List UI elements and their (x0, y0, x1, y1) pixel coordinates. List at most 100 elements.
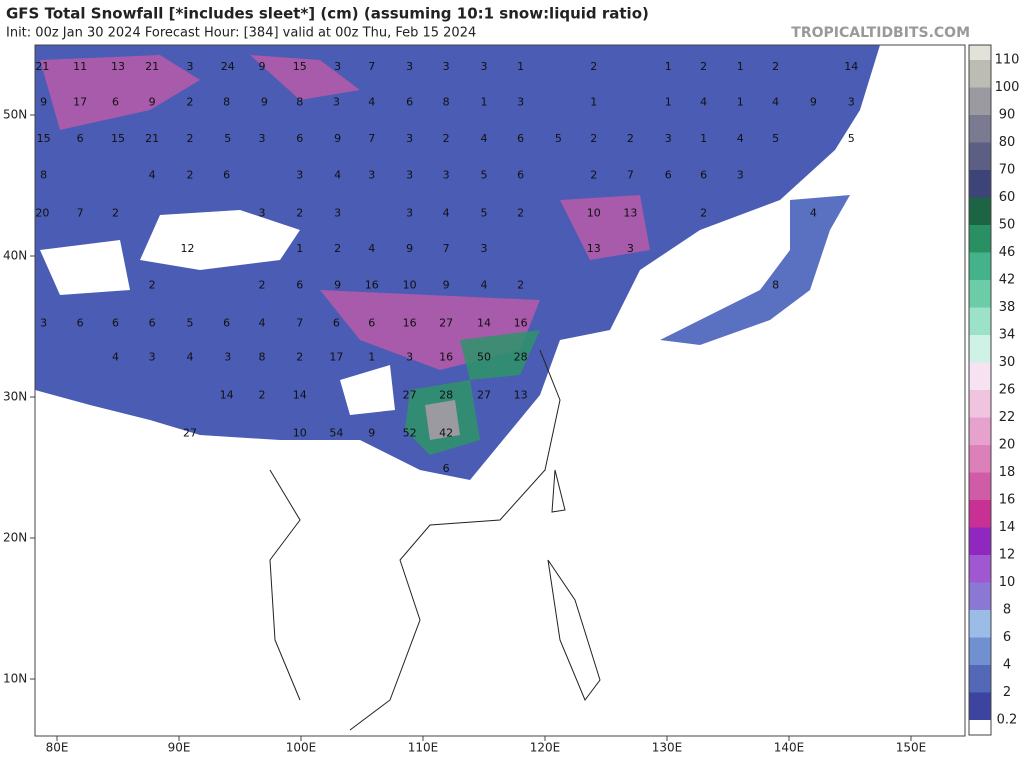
snow-value: 1 (737, 60, 744, 73)
snow-value: 3 (481, 242, 488, 255)
map: 21 11 13 21 3 24 9 15 3 7 3 3 3 1 2 1 2 1 2 149 17 6 9 2 8 9 8 3 4 6 8… (35, 45, 965, 736)
lat-label: 30N (3, 390, 27, 404)
colorbar-label: 34 (999, 328, 1016, 343)
snow-value: 9 (334, 279, 341, 292)
colorbar-label: 6 (1003, 630, 1011, 645)
colorbar-label: 4 (1003, 658, 1011, 673)
colorbar-segment (969, 142, 991, 170)
snow-value: 2 (186, 132, 193, 145)
colorbar-label: 0.2 (997, 713, 1018, 728)
snow-value: 3 (334, 60, 341, 73)
colorbar-label: 42 (999, 273, 1016, 288)
snow-value: 4 (334, 169, 341, 182)
snow-value: 16 (439, 351, 453, 364)
snow-value: 15 (111, 132, 125, 145)
snow-value: 1 (737, 95, 744, 108)
snow-value: 2 (258, 389, 265, 402)
colorbar-label: 10 (999, 575, 1016, 590)
snow-value: 4 (368, 95, 375, 108)
colorbar-label: 26 (999, 383, 1016, 398)
snow-value: 3 (333, 95, 340, 108)
snow-value: 5 (481, 169, 488, 182)
snow-value: 6 (700, 169, 707, 182)
snow-value: 16 (403, 317, 417, 330)
colorbar-label: 70 (999, 163, 1016, 178)
snow-value: 5 (481, 207, 488, 220)
snow-value: 21 (35, 60, 49, 73)
snow-value: 9 (406, 242, 413, 255)
snow-value: 28 (439, 389, 453, 402)
snow-value: 13 (623, 207, 637, 220)
snow-value: 2 (258, 279, 265, 292)
colorbar-segment (969, 280, 991, 308)
snow-value: 9 (810, 95, 817, 108)
colorbar-segment (969, 362, 991, 390)
snow-value: 3 (368, 169, 375, 182)
snow-value: 8 (772, 279, 779, 292)
snow-value: 3 (334, 207, 341, 220)
snow-value: 50 (477, 351, 491, 364)
snow-value: 9 (149, 95, 156, 108)
snow-value: 2 (700, 207, 707, 220)
snow-value: 2 (627, 132, 634, 145)
snow-value: 6 (77, 317, 84, 330)
colorbar-segment (969, 252, 991, 280)
snow-value: 13 (514, 389, 528, 402)
snow-value: 5 (224, 132, 231, 145)
snow-value: 9 (443, 279, 450, 292)
snow-value: 2 (517, 279, 524, 292)
snow-value: 6 (517, 132, 524, 145)
snow-value: 6 (77, 132, 84, 145)
colorbar-label: 8 (1003, 603, 1011, 618)
colorbar-label: 110 (995, 53, 1020, 68)
snow-value: 3 (665, 132, 672, 145)
snow-value: 3 (517, 95, 524, 108)
snow-value: 27 (403, 389, 417, 402)
snow-value: 4 (443, 207, 450, 220)
snow-value: 3 (296, 169, 303, 182)
snow-value: 8 (258, 351, 265, 364)
snow-value: 17 (329, 351, 343, 364)
snow-value: 4 (186, 351, 193, 364)
colorbar-label: 16 (999, 493, 1016, 508)
lon-label: 150E (896, 741, 927, 755)
snow-value: 9 (40, 95, 47, 108)
snow-value: 16 (365, 279, 379, 292)
snow-value: 14 (844, 60, 858, 73)
colorbar-label: 14 (999, 520, 1016, 535)
colorbar-segment (969, 637, 991, 665)
snow-value: 14 (477, 317, 491, 330)
snow-value: 2 (186, 95, 193, 108)
snow-value: 3 (443, 169, 450, 182)
colorbar-label: 50 (999, 218, 1016, 233)
snow-value: 6 (223, 317, 230, 330)
snow-value: 10 (293, 427, 307, 440)
snow-value: 7 (77, 207, 84, 220)
snow-value: 13 (111, 60, 125, 73)
colorbar-segment (969, 45, 991, 60)
colorbar-segment (969, 307, 991, 335)
snow-value: 7 (368, 60, 375, 73)
snow-value: 6 (443, 462, 450, 475)
colorbar-label: 38 (999, 300, 1016, 315)
snow-value: 9 (258, 60, 265, 73)
colorbar-label: 80 (999, 135, 1016, 150)
colorbar-label: 100 (995, 80, 1020, 95)
snow-value: 4 (149, 169, 156, 182)
snow-value: 4 (737, 132, 744, 145)
snow-value: 3 (258, 207, 265, 220)
snow-value: 5 (555, 132, 562, 145)
snow-value: 6 (112, 95, 119, 108)
lon-label: 130E (652, 741, 683, 755)
snow-area (35, 45, 880, 480)
snow-value: 2 (772, 60, 779, 73)
snow-value: 8 (296, 95, 303, 108)
snow-value: 6 (149, 317, 156, 330)
colorbar-segment (969, 417, 991, 445)
snow-value: 1 (296, 242, 303, 255)
snow-value: 8 (443, 95, 450, 108)
lon-label: 120E (530, 741, 561, 755)
colorbar-segment (969, 170, 991, 198)
snow-value: 4 (112, 351, 119, 364)
